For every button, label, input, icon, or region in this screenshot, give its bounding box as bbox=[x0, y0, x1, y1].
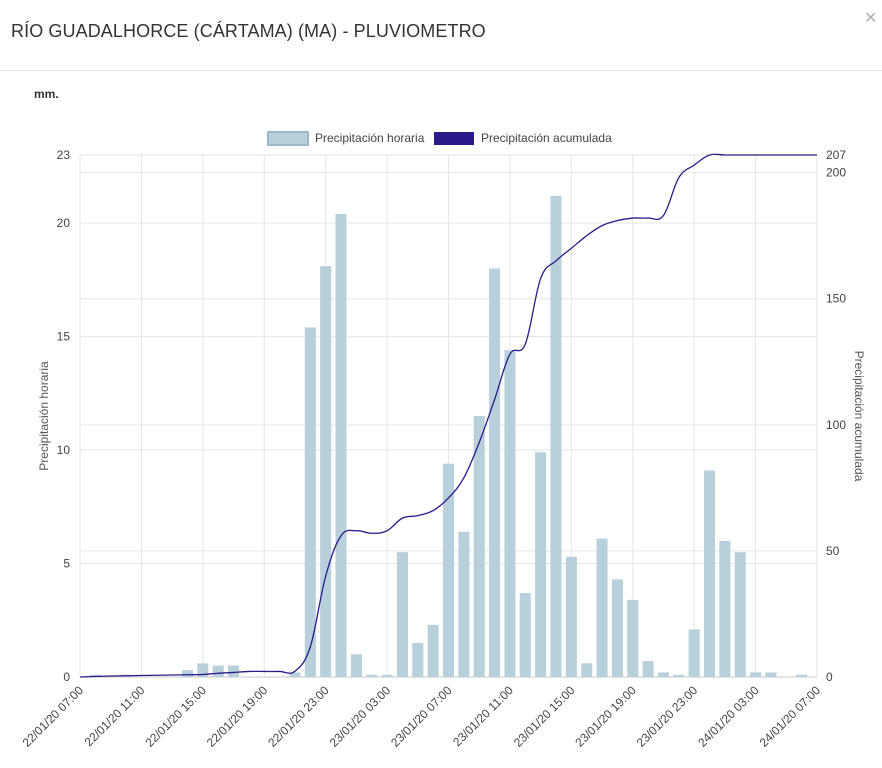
x-tick-label: 22/01/20 19:00 bbox=[204, 683, 271, 750]
x-tick-label: 23/01/20 23:00 bbox=[634, 683, 701, 750]
bar bbox=[473, 416, 485, 677]
bar bbox=[381, 674, 393, 677]
x-tick-label: 23/01/20 19:00 bbox=[572, 683, 639, 750]
y-left-tick-label: 23 bbox=[57, 148, 71, 162]
bar bbox=[719, 540, 731, 677]
bar bbox=[504, 350, 516, 677]
bar bbox=[350, 654, 362, 677]
x-tick-label: 23/01/20 07:00 bbox=[388, 683, 455, 750]
bar bbox=[412, 642, 424, 677]
bar bbox=[796, 674, 808, 677]
bar bbox=[335, 214, 347, 677]
y-left-tick-label: 20 bbox=[57, 216, 71, 230]
bar bbox=[734, 552, 746, 677]
x-tick-label: 23/01/20 15:00 bbox=[511, 683, 578, 750]
modal-header: RÍO GUADALHORCE (CÁRTAMA) (MA) - PLUVIOM… bbox=[0, 0, 882, 71]
bar bbox=[688, 629, 700, 677]
bar bbox=[519, 593, 531, 677]
bar bbox=[765, 672, 777, 677]
y-left-tick-label: 5 bbox=[63, 557, 70, 571]
bar bbox=[673, 674, 685, 677]
y-right-tick-label: 200 bbox=[826, 166, 846, 180]
bar bbox=[627, 599, 639, 677]
bar bbox=[289, 672, 301, 677]
bar bbox=[212, 665, 224, 677]
bar bbox=[535, 452, 547, 677]
y-right-tick-label: 100 bbox=[826, 418, 846, 432]
legend-label-bars: Precipitación horaria bbox=[315, 131, 425, 145]
legend-label-line: Precipitación acumulada bbox=[481, 131, 612, 145]
x-tick-label: 22/01/20 23:00 bbox=[265, 683, 332, 750]
y-right-tick-label: 150 bbox=[826, 292, 846, 306]
bar bbox=[320, 266, 332, 677]
close-icon[interactable]: ✕ bbox=[864, 10, 878, 27]
bar bbox=[550, 195, 562, 677]
bar bbox=[750, 672, 762, 677]
bar bbox=[427, 624, 439, 677]
x-tick-label: 22/01/20 11:00 bbox=[82, 683, 148, 749]
y-left-tick-label: 10 bbox=[57, 443, 71, 457]
y-left-tick-label: 15 bbox=[57, 330, 71, 344]
page-title: RÍO GUADALHORCE (CÁRTAMA) (MA) - PLUVIOM… bbox=[11, 21, 486, 41]
legend-swatch-line bbox=[434, 132, 474, 145]
units-label: mm. bbox=[34, 87, 59, 101]
bar bbox=[657, 672, 669, 677]
y-right-tick-label: 50 bbox=[826, 544, 840, 558]
bar bbox=[596, 538, 608, 677]
bar bbox=[442, 463, 455, 677]
y-left-tick-label: 0 bbox=[63, 670, 70, 684]
bar bbox=[489, 268, 501, 677]
legend-swatch-bars bbox=[267, 131, 309, 146]
x-tick-label: 23/01/20 03:00 bbox=[327, 683, 394, 750]
bar bbox=[581, 663, 593, 677]
bar bbox=[396, 552, 408, 677]
bar bbox=[611, 579, 623, 677]
bar bbox=[181, 670, 194, 677]
bar bbox=[304, 327, 316, 677]
bar bbox=[565, 556, 577, 677]
y-right-axis-title: Precipitación acumulada bbox=[852, 351, 866, 482]
bar bbox=[458, 531, 470, 677]
y-right-tick-label: 207 bbox=[826, 148, 846, 162]
cumulative-line bbox=[79, 153, 817, 678]
bar bbox=[703, 470, 716, 677]
x-tick-label: 24/01/20 07:00 bbox=[757, 683, 824, 750]
bar bbox=[197, 663, 209, 677]
x-tick-label: 22/01/20 15:00 bbox=[142, 683, 209, 750]
y-right-tick-label: 0 bbox=[826, 670, 833, 684]
bar bbox=[366, 674, 378, 677]
x-tick-label: 23/01/20 11:00 bbox=[450, 683, 516, 749]
x-tick-label: 22/01/20 07:00 bbox=[20, 683, 87, 750]
y-left-axis-title: Precipitación horaria bbox=[37, 361, 51, 471]
bar bbox=[642, 661, 654, 677]
x-tick-label: 24/01/20 03:00 bbox=[695, 683, 762, 750]
bar bbox=[228, 665, 240, 677]
